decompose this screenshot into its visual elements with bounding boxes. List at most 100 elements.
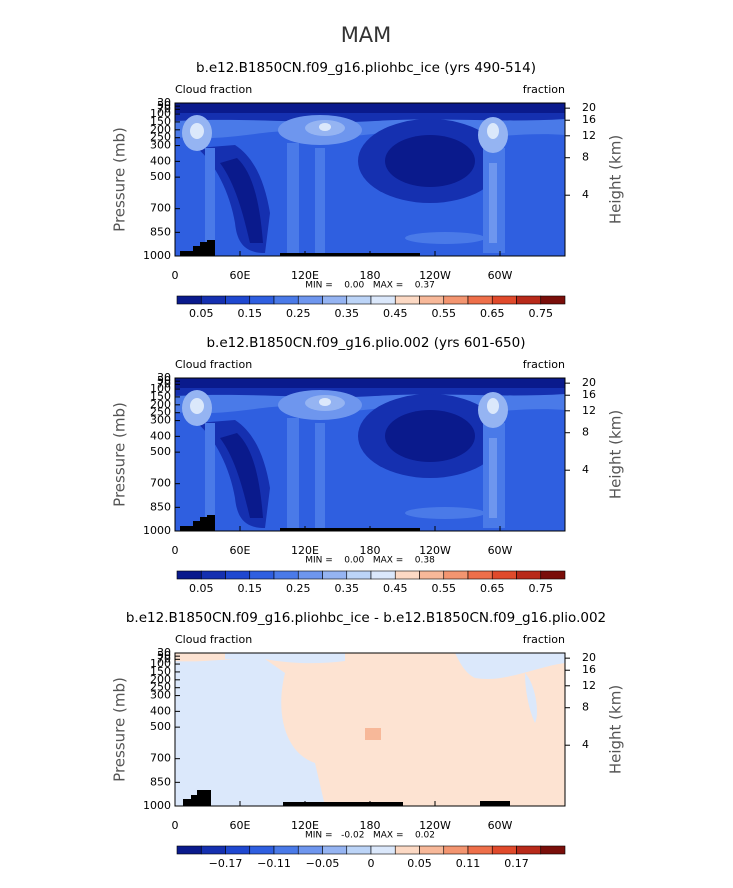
y-axis-label: Pressure (mb) <box>111 402 129 507</box>
colorbar-label: 0.45 <box>383 582 408 595</box>
colorbar-box <box>467 845 493 855</box>
y-tick-label: 700 <box>150 477 171 490</box>
stats: MIN = 0.00 MAX = 0.37 <box>305 281 435 291</box>
colorbar-box <box>176 570 202 580</box>
colorbar-box <box>419 845 445 855</box>
colorbar-box <box>443 570 469 580</box>
y2-tick-label: 8 <box>582 701 589 714</box>
y2-tick-label: 8 <box>582 426 589 439</box>
y-tick-label: 1000 <box>143 799 171 812</box>
x-tick-label: 120W <box>419 269 451 282</box>
figure-title: MAM <box>341 23 392 47</box>
y-tick-label: 700 <box>150 752 171 765</box>
colorbar-box <box>200 295 226 305</box>
y-tick-label: 100 <box>150 382 171 395</box>
x-tick-label: 180 <box>360 819 381 832</box>
y-tick-label: 300 <box>150 689 171 702</box>
colorbar-box <box>394 295 420 305</box>
y2-axis-label: Height (km) <box>607 135 625 224</box>
x-tick-label: 120W <box>419 544 451 557</box>
colorbar-box <box>346 570 372 580</box>
colorbar-label: 0.75 <box>529 307 554 320</box>
y2-tick-label: 12 <box>582 679 596 692</box>
colorbar-box <box>176 295 202 305</box>
y-tick-label: 850 <box>150 500 171 513</box>
y-tick-label: 200 <box>150 123 171 136</box>
x-tick-label: 0 <box>172 544 179 557</box>
colorbar-box <box>443 845 469 855</box>
panel-title: b.e12.B1850CN.f09_g16.plio.002 (yrs 601-… <box>206 335 525 351</box>
colorbar-box <box>322 570 348 580</box>
y-tick-label: 50 <box>157 99 171 112</box>
y-tick-label: 850 <box>150 225 171 238</box>
colorbar-label: 0.35 <box>335 307 360 320</box>
y-tick-label: 400 <box>150 154 171 167</box>
contour-field <box>175 103 565 256</box>
y2-tick-label: 16 <box>582 663 596 676</box>
panel-title: b.e12.B1850CN.f09_g16.pliohbc_ice - b.e1… <box>126 610 606 626</box>
colorbar-label: 0.65 <box>480 307 505 320</box>
colorbar-box <box>370 570 396 580</box>
colorbar-box <box>273 845 299 855</box>
y-tick-label: 850 <box>150 775 171 788</box>
colorbar-label: 0.15 <box>238 582 263 595</box>
colorbar-label: 0.05 <box>189 307 214 320</box>
colorbar-box <box>200 570 226 580</box>
y-tick-label: 150 <box>150 665 171 678</box>
colorbar-box <box>491 570 517 580</box>
y-tick-label: 1000 <box>143 524 171 537</box>
stats: MIN = 0.00 MAX = 0.38 <box>305 556 435 566</box>
y-tick-label: 300 <box>150 414 171 427</box>
contour-field <box>175 378 565 531</box>
y2-tick-label: 20 <box>582 376 596 389</box>
y-tick-label: 400 <box>150 704 171 717</box>
x-tick-label: 60W <box>488 544 513 557</box>
colorbar-label: 0.35 <box>335 582 360 595</box>
colorbar-box <box>516 570 542 580</box>
colorbar-label: 0.55 <box>432 307 457 320</box>
y2-tick-label: 16 <box>582 113 596 126</box>
x-tick-label: 60W <box>488 819 513 832</box>
left-label: Cloud fraction <box>175 633 252 646</box>
stats: MIN = -0.02 MAX = 0.02 <box>305 831 435 841</box>
colorbar-label: 0.25 <box>286 307 311 320</box>
y2-tick-label: 8 <box>582 151 589 164</box>
y-tick-label: 70 <box>157 652 171 665</box>
colorbar-box <box>249 570 275 580</box>
colorbar-box <box>540 570 566 580</box>
colorbar-box <box>225 570 251 580</box>
y-axis-label: Pressure (mb) <box>111 677 129 782</box>
colorbar-label: −0.05 <box>306 857 340 870</box>
colorbar-label: −0.17 <box>209 857 243 870</box>
y-tick-label: 30 <box>157 646 171 659</box>
colorbar-box <box>346 295 372 305</box>
y2-tick-label: 4 <box>582 188 589 201</box>
colorbar-box <box>176 845 202 855</box>
colorbar-box <box>370 295 396 305</box>
colorbar-box <box>297 295 323 305</box>
x-tick-label: 60E <box>230 269 251 282</box>
y2-tick-label: 20 <box>582 101 596 114</box>
colorbar-label: 0.25 <box>286 582 311 595</box>
colorbar-label: 0.17 <box>504 857 529 870</box>
colorbar-label: 0.05 <box>407 857 432 870</box>
contour-fill <box>175 103 565 256</box>
y-tick-label: 30 <box>157 96 171 109</box>
y-tick-label: 400 <box>150 429 171 442</box>
colorbar-box <box>322 295 348 305</box>
y-tick-label: 70 <box>157 102 171 115</box>
colorbar-box <box>516 295 542 305</box>
y-tick-label: 30 <box>157 371 171 384</box>
x-tick-label: 120E <box>291 544 319 557</box>
y-tick-label: 250 <box>150 681 171 694</box>
left-label: Cloud fraction <box>175 358 252 371</box>
contour-fill <box>175 653 565 806</box>
colorbar-box <box>419 295 445 305</box>
y-tick-label: 150 <box>150 115 171 128</box>
y-tick-label: 70 <box>157 377 171 390</box>
colorbar-box <box>467 570 493 580</box>
x-tick-label: 60E <box>230 819 251 832</box>
y-tick-label: 500 <box>150 445 171 458</box>
colorbar-label: 0.45 <box>383 307 408 320</box>
